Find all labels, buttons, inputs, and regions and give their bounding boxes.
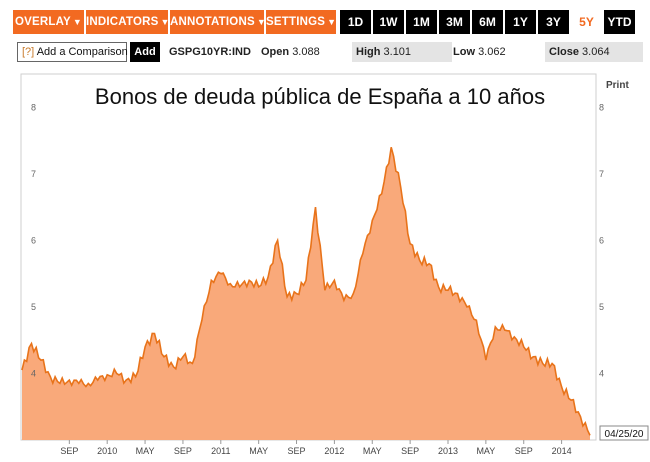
x-axis: SEP 2010 MAY SEP 2011 MAY SEP 2012 MAY SEP 2013 MAY…	[60, 440, 572, 456]
y-tick-label-right: 6	[599, 235, 604, 245]
quote-row: [?] Add a Comparison Add GSPG10YR:IND Op…	[17, 42, 643, 62]
x-tick-label: MAY	[476, 446, 495, 456]
x-tick-label: 2014	[552, 446, 572, 456]
range-5y-button[interactable]: 5Y	[571, 10, 602, 34]
y-tick-label-left: 6	[31, 235, 36, 245]
close-value: 3.064	[582, 46, 610, 58]
annotations-menu-button[interactable]: ANNOTATIONS ▼	[170, 10, 266, 34]
y-axis-left: 4 5 6 7 8	[31, 102, 36, 378]
y-axis-right: 4 5 6 7 8	[599, 102, 604, 378]
end-date-box	[599, 425, 649, 441]
range-1w-button[interactable]: 1W	[373, 10, 404, 34]
caret-down-icon: ▼	[160, 17, 170, 27]
low-label: Low	[453, 46, 475, 58]
caret-down-icon: ▼	[327, 17, 337, 27]
x-tick-label: SEP	[60, 446, 78, 456]
y-tick-label-left: 8	[31, 102, 36, 112]
y-tick-label-right: 4	[599, 368, 604, 378]
x-tick-label: SEP	[401, 446, 419, 456]
y-tick-label-right: 8	[599, 102, 604, 112]
range-3m-button[interactable]: 3M	[439, 10, 470, 34]
caret-down-icon: ▼	[72, 17, 83, 27]
y-tick-label-left: 7	[31, 169, 36, 179]
x-tick-label: SEP	[174, 446, 192, 456]
x-tick-label: MAY	[363, 446, 382, 456]
settings-menu-button[interactable]: SETTINGS ▼	[266, 10, 336, 34]
x-tick-label: SEP	[515, 446, 533, 456]
series-line	[21, 146, 591, 436]
print-link[interactable]: Print	[606, 80, 629, 91]
low-stat: Low 3.062	[453, 42, 506, 62]
x-tick-label: SEP	[288, 446, 306, 456]
open-stat: Open 3.088	[261, 42, 320, 62]
close-stat: Close 3.064	[545, 42, 643, 62]
y-tick-label-right: 7	[599, 169, 604, 179]
price-chart: 4 5 6 7 8 4 5 6 7 8 SEP 2010 MAY SEP 2011 MAY SEP 2012 M…	[20, 73, 649, 456]
range-3y-button[interactable]: 3Y	[538, 10, 569, 34]
range-1y-button[interactable]: 1Y	[505, 10, 536, 34]
y-tick-label-left: 4	[31, 368, 36, 378]
open-label: Open	[261, 46, 290, 58]
x-tick-label: MAY	[136, 446, 155, 456]
y-tick-label-right: 5	[599, 302, 604, 312]
range-ytd-button[interactable]: YTD	[604, 10, 635, 34]
range-6m-button[interactable]: 6M	[472, 10, 503, 34]
toolbar: OVERLAY ▼ INDICATORS ▼ ANNOTATIONS ▼ SETTIN…	[13, 10, 643, 34]
add-comparison-placeholder: Add a Comparison	[36, 46, 128, 58]
y-tick-label-left: 5	[31, 302, 36, 312]
high-stat: High 3.101	[352, 42, 452, 62]
x-tick-label: 2013	[438, 446, 458, 456]
high-label: High	[356, 46, 381, 58]
add-comparison-input[interactable]: [?] Add a Comparison	[17, 42, 128, 62]
x-tick-label: 2012	[324, 446, 344, 456]
add-comparison-button[interactable]: Add	[130, 42, 160, 62]
range-1d-button[interactable]: 1D	[340, 10, 371, 34]
end-date-label: 04/25/20	[605, 429, 644, 440]
x-tick-label: 2010	[97, 446, 117, 456]
indicators-menu-button[interactable]: INDICATORS ▼	[86, 10, 170, 34]
x-tick-label: 2011	[211, 446, 230, 456]
overlay-menu-button[interactable]: OVERLAY ▼	[13, 10, 84, 34]
area-layer	[21, 146, 591, 440]
caret-down-icon: ▼	[256, 17, 266, 27]
range-1m-button[interactable]: 1M	[406, 10, 437, 34]
chart-title: Bonos de deuda pública de España a 10 añ…	[95, 84, 545, 109]
x-tick-label: MAY	[249, 446, 268, 456]
series-area	[22, 147, 590, 440]
high-value: 3.101	[383, 46, 412, 58]
low-value: 3.062	[478, 46, 506, 58]
help-icon[interactable]: [?]	[22, 46, 35, 58]
close-label: Close	[549, 46, 579, 58]
open-value: 3.088	[292, 46, 320, 58]
ticker-symbol: GSPG10YR:IND	[169, 46, 251, 58]
